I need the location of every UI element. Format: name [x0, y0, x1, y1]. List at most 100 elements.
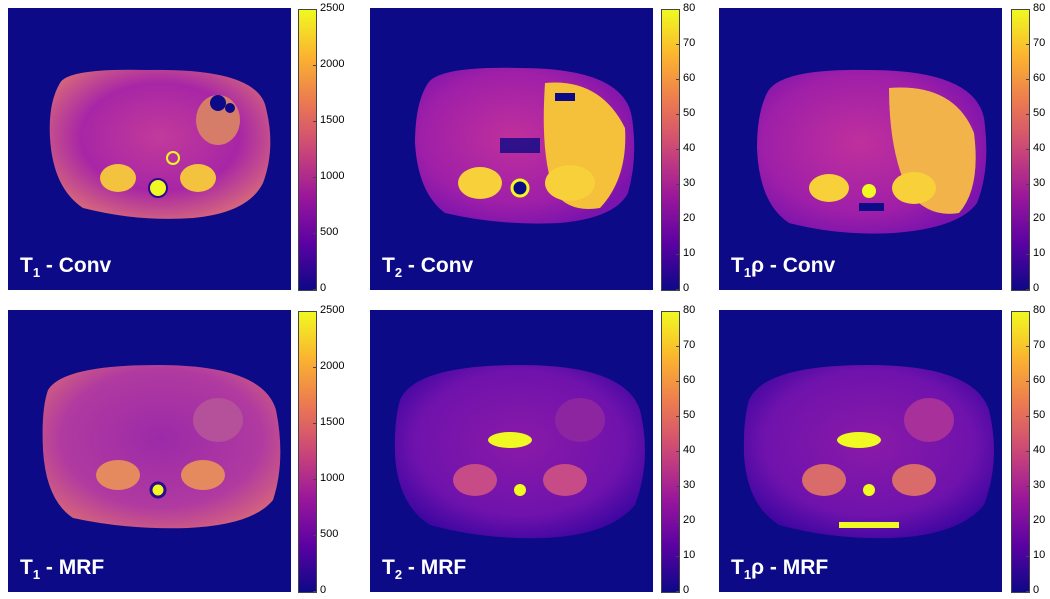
colorbar-tick-mark	[676, 416, 679, 417]
colorbar-tick-label: 40	[1033, 444, 1046, 456]
colorbar-tick-mark	[676, 9, 679, 10]
colorbar-tick-mark	[1026, 79, 1029, 80]
colorbar-tick-mark	[313, 177, 316, 178]
colorbar-tick-label: 2000	[320, 360, 345, 372]
colorbar-tick-mark	[1026, 311, 1029, 312]
colorbar-tick-label: 60	[683, 374, 696, 386]
t2-conv-colorbar	[661, 9, 680, 291]
colorbar-tick-label: 0	[1033, 584, 1040, 596]
colorbar-tick-mark	[1026, 381, 1029, 382]
colorbar-tick-label: 60	[683, 72, 696, 84]
colorbar-tick-label: 0	[320, 282, 327, 294]
colorbar-tick-label: 1500	[320, 114, 345, 126]
colorbar-tick-label: 10	[1033, 549, 1046, 561]
t1rho-conv-colorbar	[1011, 9, 1030, 291]
colorbar-tick-mark	[676, 254, 679, 255]
colorbar-tick-mark	[1026, 184, 1029, 185]
colorbar-tick-label: 30	[683, 479, 696, 491]
colorbar-tick-label: 0	[683, 282, 690, 294]
colorbar-tick-mark	[313, 65, 316, 66]
t1rho-mrf-abdomen-scan	[743, 365, 994, 539]
t1rho-conv-abdomen-scan	[757, 69, 987, 234]
colorbar-tick-label: 30	[1033, 479, 1046, 491]
colorbar-tick-label: 2500	[320, 304, 345, 316]
colorbar-tick-mark	[1026, 114, 1029, 115]
colorbar-tick-mark	[676, 346, 679, 347]
t2-mrf-label: T2 - MRF	[382, 556, 467, 582]
colorbar-tick-mark	[313, 535, 316, 536]
colorbar-tick-label: 1000	[320, 170, 345, 182]
colorbar-tick-mark	[1026, 254, 1029, 255]
colorbar-tick-label: 30	[1033, 177, 1046, 189]
t1-mrf-abdomen-scan	[42, 365, 281, 529]
colorbar-tick-mark	[313, 233, 316, 234]
colorbar-tick-label: 80	[1033, 304, 1046, 316]
colorbar-tick-mark	[1026, 451, 1029, 452]
colorbar-tick-label: 70	[683, 37, 696, 49]
colorbar-tick-mark	[313, 121, 316, 122]
colorbar-tick-label: 50	[1033, 107, 1046, 119]
colorbar-tick-mark	[313, 479, 316, 480]
t1-conv-abdomen-scan	[49, 69, 271, 219]
colorbar-tick-label: 40	[1033, 142, 1046, 154]
colorbar-tick-mark	[313, 9, 316, 10]
t1-conv-image: T1 - Conv	[8, 8, 291, 290]
t1rho-conv-image: T1ρ - Conv	[719, 8, 1002, 290]
t2-conv-label: T2 - Conv	[382, 254, 474, 280]
colorbar-tick-label: 1500	[320, 416, 345, 428]
t1-mrf-colorbar	[298, 311, 317, 593]
colorbar-tick-label: 60	[1033, 374, 1046, 386]
colorbar-tick-label: 500	[320, 528, 339, 540]
colorbar-tick-mark	[313, 311, 316, 312]
colorbar-tick-label: 10	[683, 549, 696, 561]
colorbar-tick-mark	[1026, 289, 1029, 290]
colorbar-tick-mark	[676, 149, 679, 150]
colorbar-tick-mark	[676, 44, 679, 45]
colorbar-tick-label: 80	[683, 304, 696, 316]
t1-conv-label: T1 - Conv	[20, 254, 112, 280]
colorbar-tick-label: 50	[683, 107, 696, 119]
colorbar-tick-mark	[1026, 44, 1029, 45]
colorbar-tick-label: 50	[1033, 409, 1046, 421]
colorbar-tick-mark	[676, 219, 679, 220]
colorbar-tick-label: 30	[683, 177, 696, 189]
colorbar-tick-mark	[1026, 9, 1029, 10]
colorbar-tick-mark	[676, 79, 679, 80]
colorbar-tick-mark	[676, 521, 679, 522]
colorbar-tick-label: 40	[683, 142, 696, 154]
t1rho-mrf-label: T1ρ - MRF	[731, 556, 829, 582]
t2-mrf-image: T2 - MRF	[370, 310, 653, 592]
t2-conv-abdomen-scan	[415, 67, 635, 224]
t1rho-mrf-image: T1ρ - MRF	[719, 310, 1002, 592]
t1-mrf-image: T1 - MRF	[8, 310, 291, 592]
colorbar-tick-label: 0	[320, 584, 327, 596]
colorbar-tick-label: 80	[1033, 2, 1046, 14]
colorbar-tick-mark	[1026, 416, 1029, 417]
t1rho-mrf-colorbar	[1011, 311, 1030, 593]
colorbar-tick-label: 0	[1033, 282, 1040, 294]
colorbar-tick-mark	[1026, 556, 1029, 557]
colorbar-tick-label: 10	[683, 247, 696, 259]
colorbar-tick-label: 20	[683, 212, 696, 224]
colorbar-tick-label: 2500	[320, 2, 345, 14]
colorbar-tick-mark	[676, 114, 679, 115]
colorbar-tick-label: 20	[1033, 212, 1046, 224]
t1rho-conv-label: T1ρ - Conv	[731, 254, 836, 280]
colorbar-tick-label: 1000	[320, 472, 345, 484]
colorbar-tick-mark	[313, 591, 316, 592]
t2-mrf-colorbar	[661, 311, 680, 593]
colorbar-tick-mark	[1026, 486, 1029, 487]
colorbar-tick-label: 80	[683, 2, 696, 14]
colorbar-tick-mark	[1026, 219, 1029, 220]
t1-conv-colorbar	[298, 9, 317, 291]
colorbar-tick-mark	[676, 311, 679, 312]
colorbar-tick-mark	[676, 381, 679, 382]
t1-mrf-label: T1 - MRF	[20, 556, 105, 582]
colorbar-tick-mark	[676, 556, 679, 557]
colorbar-tick-label: 500	[320, 226, 339, 238]
colorbar-tick-mark	[313, 423, 316, 424]
colorbar-tick-label: 70	[1033, 37, 1046, 49]
colorbar-tick-label: 70	[1033, 339, 1046, 351]
colorbar-tick-mark	[1026, 591, 1029, 592]
colorbar-tick-mark	[1026, 521, 1029, 522]
